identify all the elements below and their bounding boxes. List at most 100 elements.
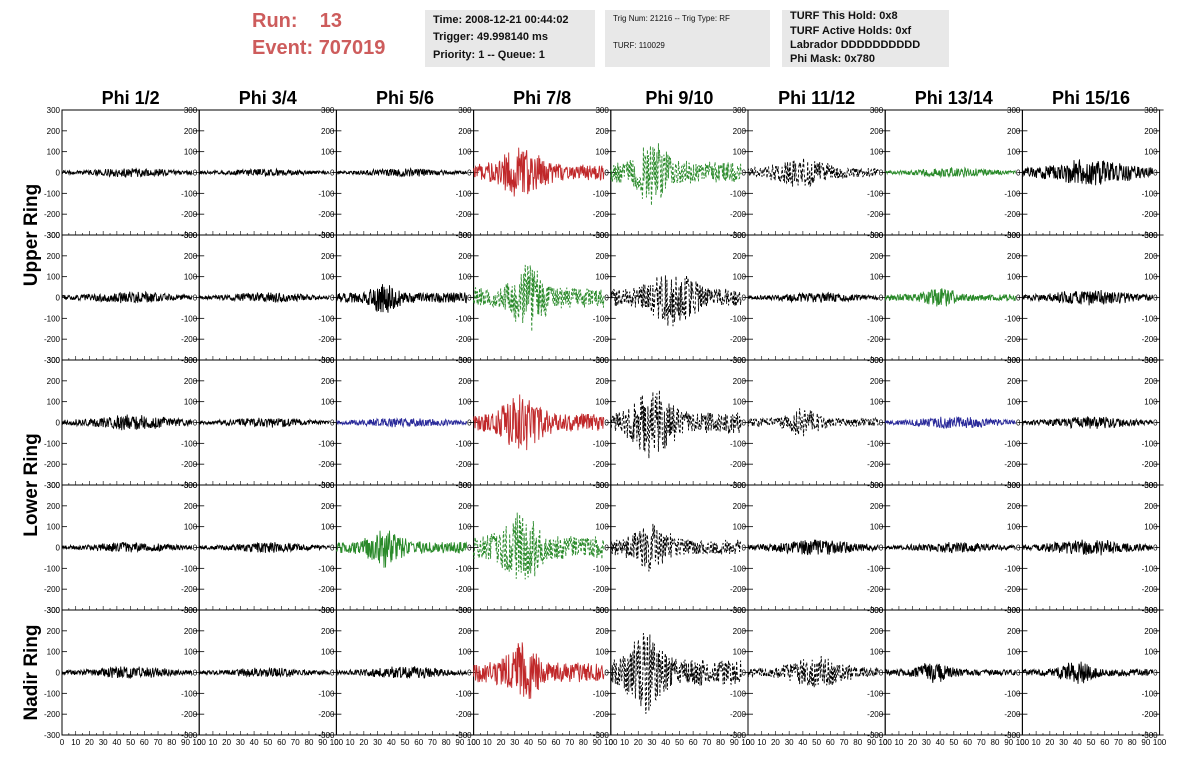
y-tick-label: 300 [1144,231,1158,240]
y-tick-label: 200 [458,502,472,511]
y-tick-label: -100 [318,689,335,698]
y-tick-label: -200 [593,210,610,219]
waveform-trace [610,633,742,714]
turf-status-box: TURF This Hold: 0x8 TURF Active Holds: 0… [782,10,949,67]
y-tick-label: -100 [44,439,61,448]
waveform-trace [61,414,193,431]
y-tick-label: 200 [870,627,884,636]
y-tick-label: 0 [193,544,198,553]
waveform-trace [61,665,193,679]
y-tick-label: 200 [184,127,198,136]
y-tick-label: 300 [1144,106,1158,115]
trigger-priority: Priority: 1 -- Queue: 1 [433,49,545,61]
event-label: Event: [252,37,314,59]
y-tick-label: 0 [56,294,61,303]
y-tick-label: 200 [1144,627,1158,636]
y-tick-label: 300 [1007,231,1021,240]
y-tick-label: 100 [1007,273,1021,282]
y-tick-label: 300 [321,106,335,115]
y-tick-label: -200 [181,335,198,344]
waveform-trace [747,539,879,556]
y-tick-label: -300 [593,731,610,740]
x-tick-label: 50 [949,738,958,747]
y-tick-label: 0 [467,669,472,678]
waveform-trace [884,663,1016,683]
x-tick-label: 80 [1128,738,1137,747]
y-tick-label: 300 [458,481,472,490]
y-tick-label: -100 [730,314,747,323]
y-tick-label: 300 [321,231,335,240]
event-value: 707019 [318,37,386,59]
y-tick-label: 100 [321,148,335,157]
x-tick-label: 40 [936,738,945,747]
y-tick-label: 0 [1153,294,1158,303]
column-header: Phi 1/2 [102,88,160,108]
x-tick-label: 20 [908,738,917,747]
waveform-trace [473,147,605,197]
y-tick-label: 100 [184,523,198,532]
x-tick-label: 40 [798,738,807,747]
y-tick-label: 100 [1144,398,1158,407]
waveform-trace [747,158,879,188]
y-tick-label: -100 [867,564,884,573]
y-tick-label: 200 [1007,627,1021,636]
y-tick-label: -200 [730,210,747,219]
x-tick-label: 80 [716,738,725,747]
y-tick-label: 200 [595,627,609,636]
y-tick-label: 300 [595,606,609,615]
y-tick-label: -200 [318,585,335,594]
x-tick-label: 100 [1016,738,1030,747]
y-tick-label: -100 [1004,439,1021,448]
x-tick-label: 80 [167,738,176,747]
y-tick-label: 200 [870,377,884,386]
y-tick-label: 300 [47,481,61,490]
y-tick-label: 200 [733,252,747,261]
y-tick-label: -200 [456,585,473,594]
waveform-trace [335,284,468,313]
y-tick-label: 100 [595,523,609,532]
x-tick-label: 10 [483,738,492,747]
y-tick-label: 100 [47,648,61,657]
y-tick-label: 300 [321,606,335,615]
y-tick-label: 100 [47,273,61,282]
y-tick-label: 200 [458,252,472,261]
column-header: Phi 3/4 [239,88,297,108]
y-tick-label: 0 [330,669,335,678]
panel-frame [747,609,886,736]
y-tick-label: -200 [1142,335,1159,344]
y-tick-label: 100 [458,523,472,532]
y-tick-label: 100 [184,148,198,157]
x-tick-label: 10 [620,738,629,747]
x-tick-label: 40 [250,738,259,747]
y-tick-label: 200 [870,252,884,261]
y-tick-label: 200 [1007,377,1021,386]
y-tick-label: 0 [56,669,61,678]
y-tick-label: -100 [1142,314,1159,323]
waveform-trace [336,417,468,429]
y-tick-label: 100 [733,523,747,532]
waveform-trace [884,541,1016,554]
x-tick-label: 10 [71,738,80,747]
run-label: Run: [252,10,298,32]
y-tick-label: -300 [181,731,198,740]
x-tick-label: 0 [334,738,339,747]
y-tick-label: -100 [593,314,610,323]
y-tick-label: 300 [184,356,198,365]
y-tick-label: -100 [44,689,61,698]
y-tick-label: 0 [1153,544,1158,553]
y-tick-label: 100 [458,148,472,157]
y-tick-label: -200 [1004,585,1021,594]
y-tick-label: 0 [193,294,198,303]
x-tick-label: 60 [689,738,698,747]
y-tick-label: -100 [1142,689,1159,698]
waveform-trace [610,523,742,572]
y-tick-label: 300 [184,481,198,490]
x-tick-label: 70 [702,738,711,747]
y-tick-label: -100 [181,314,198,323]
x-tick-label: 20 [497,738,506,747]
y-tick-label: 200 [870,502,884,511]
y-tick-label: -200 [44,585,61,594]
x-tick-label: 30 [1059,738,1068,747]
y-tick-label: 300 [595,481,609,490]
y-tick-label: 0 [742,544,747,553]
